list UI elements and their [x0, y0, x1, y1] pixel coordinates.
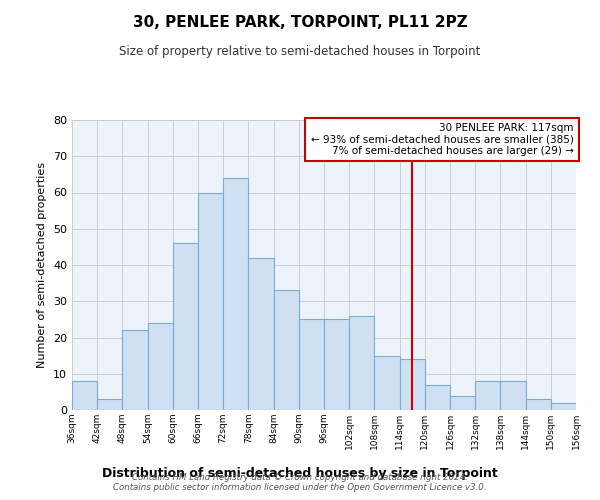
Text: Size of property relative to semi-detached houses in Torpoint: Size of property relative to semi-detach…: [119, 45, 481, 58]
Bar: [475, 381, 500, 410]
Text: Distribution of semi-detached houses by size in Torpoint: Distribution of semi-detached houses by …: [102, 467, 498, 480]
Bar: [148, 323, 173, 410]
Bar: [173, 244, 198, 410]
Bar: [223, 178, 248, 410]
Text: 30 PENLEE PARK: 117sqm
← 93% of semi-detached houses are smaller (385)
7% of sem: 30 PENLEE PARK: 117sqm ← 93% of semi-det…: [311, 123, 574, 156]
Bar: [72, 381, 97, 410]
Bar: [425, 384, 450, 410]
Bar: [551, 403, 576, 410]
Bar: [274, 290, 299, 410]
Bar: [198, 192, 223, 410]
Bar: [248, 258, 274, 410]
Bar: [400, 359, 425, 410]
Bar: [526, 399, 551, 410]
Text: 30, PENLEE PARK, TORPOINT, PL11 2PZ: 30, PENLEE PARK, TORPOINT, PL11 2PZ: [133, 15, 467, 30]
Bar: [374, 356, 400, 410]
Bar: [97, 399, 122, 410]
Bar: [500, 381, 526, 410]
Y-axis label: Number of semi-detached properties: Number of semi-detached properties: [37, 162, 47, 368]
Text: Contains HM Land Registry data © Crown copyright and database right 2024.
Contai: Contains HM Land Registry data © Crown c…: [113, 473, 487, 492]
Bar: [299, 320, 324, 410]
Bar: [122, 330, 148, 410]
Bar: [349, 316, 374, 410]
Bar: [450, 396, 475, 410]
Bar: [324, 320, 349, 410]
